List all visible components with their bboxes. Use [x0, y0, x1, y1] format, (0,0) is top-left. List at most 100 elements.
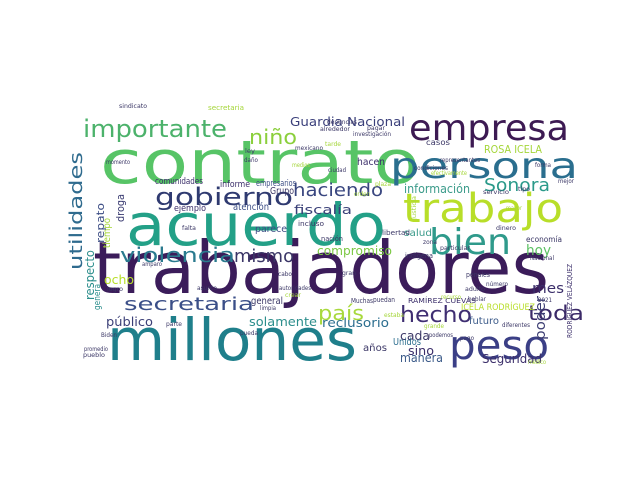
word-estaba: estaba — [384, 312, 404, 319]
word-parece: parece — [255, 224, 287, 235]
word-sonora: Sonora — [484, 175, 550, 196]
word-informe: informe — [220, 180, 250, 190]
word-acuerdo: acuerdo — [126, 191, 386, 259]
word-muchas: Muchas — [351, 297, 373, 305]
word-puedan: puedan — [373, 296, 395, 304]
word-hacen: hacen — [357, 157, 385, 168]
word-sino: sino — [408, 344, 434, 358]
word-orden: orden — [354, 191, 370, 198]
word-tarde: tarde — [325, 141, 341, 148]
word-economía: economía — [526, 235, 562, 244]
word-limpia: limpia — [260, 305, 276, 312]
word-respecto: respecto — [83, 250, 97, 300]
word-genera: genera — [93, 284, 103, 310]
word-compromiso: compromiso — [317, 244, 392, 258]
word-seguridad: Seguridad — [482, 352, 542, 366]
word-millones: millones — [107, 306, 357, 374]
word-tipo: tipo — [518, 186, 530, 193]
word-repato: repato — [94, 203, 107, 243]
word-daño: daño — [244, 157, 258, 164]
word-solamente: solamente — [249, 315, 317, 329]
word-gran: gran — [342, 270, 356, 277]
word-reclusorio: reclusorio — [322, 316, 389, 330]
word-hecho: hecho — [400, 303, 472, 328]
word-nación: nación — [321, 235, 343, 243]
word-pago: pago — [460, 335, 474, 342]
word-rosa-icela: ROSA ICELA — [484, 143, 542, 156]
word-mejor: mejor — [558, 178, 574, 185]
word-empresarios: empresarios — [256, 179, 296, 189]
word-nacional: Nacional — [530, 255, 554, 262]
word-pueblo: pueblo — [83, 352, 105, 359]
word-tiempo: tiempo — [102, 218, 113, 248]
word-mexicano: mexicano — [295, 145, 323, 152]
word-ciudad: ciudad — [328, 167, 346, 174]
word-casos: casos — [426, 138, 450, 147]
word-utilidades: utilidades — [66, 152, 87, 270]
word-grupo: Grupo — [270, 186, 294, 197]
word-bien: bien — [429, 222, 511, 263]
word-información: información — [404, 182, 470, 196]
word-secretaria: secretaria — [124, 294, 254, 315]
word-peso: peso — [449, 323, 549, 369]
word-poder: poder — [533, 296, 549, 340]
word-grande: grande — [424, 323, 444, 330]
word-salud: salud — [404, 228, 432, 239]
word-cada: cada — [400, 329, 430, 343]
word-medios: medios — [292, 162, 310, 169]
word-pagar: pagar — [367, 125, 386, 132]
word-promedio: promedio — [84, 346, 108, 353]
word-pueda: pueda — [240, 330, 258, 337]
word-público: público — [106, 315, 153, 329]
word-podemos: podemos — [429, 332, 453, 339]
word-penales: penales — [466, 271, 490, 279]
word-ejemplo: ejemplo — [174, 204, 206, 214]
word-ocho: ocho — [104, 273, 134, 287]
word-indígena: indígena — [405, 252, 433, 260]
word-atención: atención — [233, 201, 269, 213]
word-parte: parte — [166, 321, 182, 328]
word-diferentes: diferentes — [502, 322, 530, 329]
word-investigación: investigación — [353, 131, 391, 138]
word-general: general — [251, 296, 283, 307]
word-droga: droga — [114, 194, 127, 222]
word-2021: 2021 — [538, 297, 552, 304]
word-logro: logro — [107, 286, 123, 293]
word-rodríguez-velázquez: RODRÍGUEZ VELÁZQUEZ — [565, 264, 574, 338]
word-plaza: plaza — [375, 181, 391, 188]
word-mismo: mismo — [234, 246, 294, 267]
word-ramírez-cuevas: RAMÍREZ CUEVAS — [408, 296, 477, 305]
word-años: años — [363, 343, 387, 354]
word-trabajadores: trabajadores — [93, 226, 549, 310]
word-servicio: servicio — [483, 189, 509, 196]
word-particular: particular — [440, 245, 471, 252]
word-asunto: asunto — [197, 285, 217, 292]
word-comunidades: comunidades — [155, 177, 203, 187]
word-zona: zona — [423, 239, 437, 246]
word-sindicato: sindicato — [119, 103, 147, 110]
word-forma: forma — [535, 162, 551, 169]
word-mes: mes — [532, 281, 564, 297]
word-amparo: amparo — [142, 261, 162, 268]
word-condiciones: condiciones — [414, 165, 448, 172]
word-haciendo: haciendo — [293, 180, 383, 201]
word-alrededor: alrededor — [320, 126, 351, 133]
word-unidos: Unidos — [393, 337, 421, 348]
word-falta: falta — [182, 225, 196, 232]
word-trabajo: trabajo — [403, 186, 563, 232]
word-denuncias: denuncias — [327, 119, 357, 126]
word-hoy: hoy — [526, 243, 551, 259]
word-hablar: hablar — [468, 296, 486, 303]
word-contrato: contrato — [100, 128, 420, 198]
word-incluso: incluso — [298, 220, 324, 228]
word-crear: crear — [285, 292, 302, 299]
word-importante: importante — [83, 115, 227, 143]
word-manera: manera — [400, 351, 443, 365]
word-toda: toda — [528, 301, 584, 325]
word-adulto: adulto — [465, 286, 485, 293]
word-autoridades: autoridades — [279, 285, 311, 292]
word-recurso: recurso — [441, 294, 461, 301]
word-médico: médico — [528, 359, 546, 366]
word-icela-rodríguez: ICELA RODRÍGUEZ — [461, 301, 535, 313]
